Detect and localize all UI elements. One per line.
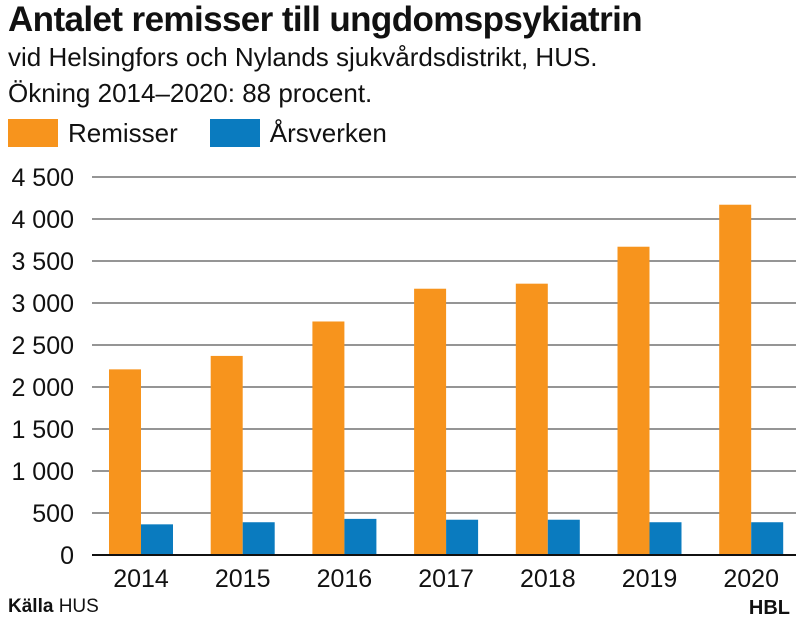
y-tick-label: 4 000 [11,206,74,234]
bar-arsverken [649,522,682,555]
bar-remisser [719,204,752,555]
subtitle-line-1: vid Helsingfors och Nylands sjukvårdsdis… [8,42,598,72]
y-tick-label: 3 500 [11,248,74,276]
y-tick-label: 3 000 [11,290,74,318]
bar-remisser [312,321,345,555]
bar-arsverken [242,522,275,555]
source-value: HUS [58,596,99,617]
bar-remisser [617,246,650,555]
bar-arsverken [141,524,173,555]
bar-arsverken [446,519,479,555]
y-tick-label: 0 [60,542,74,570]
x-tick-label: 2014 [113,565,169,593]
source-note: Källa HUS [8,596,99,618]
y-tick-label: 4 500 [11,164,74,192]
subtitle-line-2: Ökning 2014–2020: 88 procent. [8,78,373,108]
legend-label-remisser: Remisser [68,118,178,148]
brand-label: HBL [748,597,790,619]
bar-remisser [414,288,447,555]
y-tick-label: 1 500 [11,416,74,444]
bar-arsverken [344,518,377,555]
y-tick-label: 2 500 [11,332,74,360]
legend-label-arsverken: Årsverken [269,118,387,148]
bar-arsverken [751,522,784,555]
bar-remisser [109,369,141,555]
legend-swatch-arsverken [209,119,260,147]
legend-swatch-remisser [8,119,58,147]
x-tick-label: 2018 [520,565,576,593]
x-tick-label: 2019 [622,565,678,593]
x-tick-label: 2017 [418,565,474,593]
x-tick-label: 2015 [215,565,271,593]
y-tick-label: 1 000 [11,458,74,486]
page-title: Antalet remisser till ungdomspsykiatrin [8,0,643,39]
x-tick-label: 2016 [317,565,373,593]
bar-remisser [210,355,243,555]
chart-legend: Remisser Årsverken [8,117,419,149]
y-tick-label: 500 [32,500,74,528]
bar-remisser [515,283,548,555]
bar-arsverken [547,519,580,555]
source-label: Källa [8,596,54,617]
x-tick-label: 2020 [723,565,779,593]
y-tick-label: 2 000 [11,374,74,402]
legend-item-remisser: Remisser [8,118,178,148]
legend-item-arsverken: Årsverken [209,118,387,148]
